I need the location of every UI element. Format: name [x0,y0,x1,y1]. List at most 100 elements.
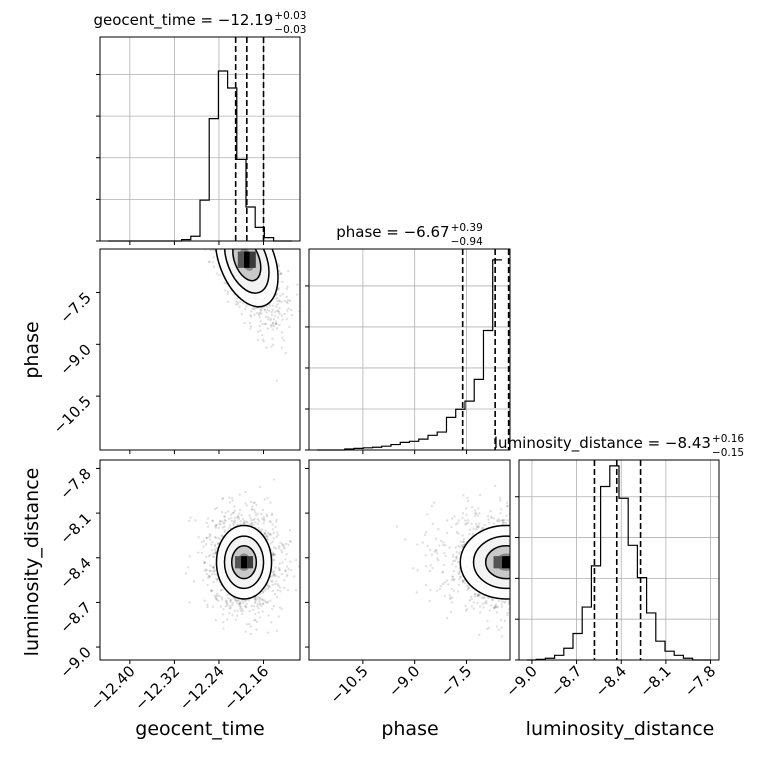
scatter-point [214,524,217,528]
scatter-point [253,231,255,233]
scatter-point [604,569,606,571]
scatter-point [443,595,447,598]
scatter-point [286,285,289,288]
scatter-point [241,609,245,613]
scatter-point [203,561,206,565]
scatter-point [221,238,223,240]
scatter-point [243,236,245,238]
scatter-point [270,575,274,578]
scatter-point [231,511,235,515]
scatter-point [244,236,246,238]
scatter-point [435,552,439,555]
scatter-point [514,556,516,558]
scatter-point [534,538,536,540]
scatter-point [216,219,218,221]
scatter-point [513,598,515,600]
scatter-point [545,567,547,569]
scatter-point [550,561,552,563]
scatter-point [225,225,227,227]
scatter-point [534,599,536,601]
scatter-point [204,543,208,546]
scatter-point [215,215,217,217]
scatter-point [208,260,211,263]
scatter-point [237,235,239,237]
scatter-point [283,547,286,550]
scatter-point [281,336,284,339]
scatter-point [238,225,240,227]
scatter-point [215,547,218,550]
scatter-point [283,224,285,226]
scatter-point [226,234,228,236]
scatter-point [219,208,221,210]
scatter-point [214,204,216,206]
scatter-point [527,570,529,572]
scatter-point [504,601,507,604]
scatter-point [249,325,253,328]
scatter-point [254,598,257,601]
scatter-point [240,607,244,611]
scatter-point [546,527,548,529]
scatter-point [239,300,242,304]
scatter-point [248,321,252,325]
scatter-point [526,602,528,604]
scatter-point [221,237,223,239]
scatter-point [224,225,226,227]
scatter-point [527,524,529,526]
scatter-point [515,560,517,562]
scatter-point [226,594,229,597]
scatter-point [253,612,257,616]
scatter-point [232,210,234,212]
scatter-point [236,236,238,238]
scatter-point [252,605,256,608]
scatter-point [233,232,235,234]
scatter-point [512,573,514,575]
scatter-point [269,319,272,322]
scatter-point [525,588,527,590]
scatter-point [271,523,274,526]
scatter-point [209,217,211,219]
scatter-point [514,568,516,570]
scatter-point [275,580,278,583]
scatter-point [235,241,237,243]
scatter-point [266,587,270,591]
scatter-point [550,543,552,545]
scatter-point [213,544,217,548]
density-cell [249,251,256,268]
scatter-point [537,524,539,526]
scatter-point [532,592,534,594]
scatter-point [278,299,281,302]
scatter-point [444,555,447,558]
scatter-point [253,601,257,604]
scatter-point [211,605,215,608]
scatter-point [252,245,254,247]
scatter-point [205,231,207,233]
scatter-point [233,241,235,243]
scatter-point [480,527,484,530]
scatter-point [254,511,257,514]
scatter-point [266,600,269,603]
scatter-point [559,574,561,576]
scatter-point [428,599,431,603]
scatter-point [262,516,266,519]
scatter-point [263,532,267,535]
scatter-point [257,230,259,232]
scatter-point [215,579,219,582]
scatter-point [516,517,518,519]
scatter-point [455,550,458,554]
ytick-label-luminosity_distance: −8.7 [56,599,94,637]
scatter-point [458,572,461,576]
scatter-point [271,554,275,557]
scatter-point [238,603,242,606]
scatter-point [514,511,516,513]
scatter-point [208,532,212,536]
scatter-point [225,186,227,188]
scatter-point [232,246,234,248]
scatter-point [205,536,208,539]
scatter-point [240,236,242,238]
scatter-point [535,573,537,575]
scatter-point [248,513,251,517]
scatter-point [239,237,241,239]
scatter-point [511,547,513,549]
scatter-point [494,603,498,606]
scatter-point [208,215,210,217]
